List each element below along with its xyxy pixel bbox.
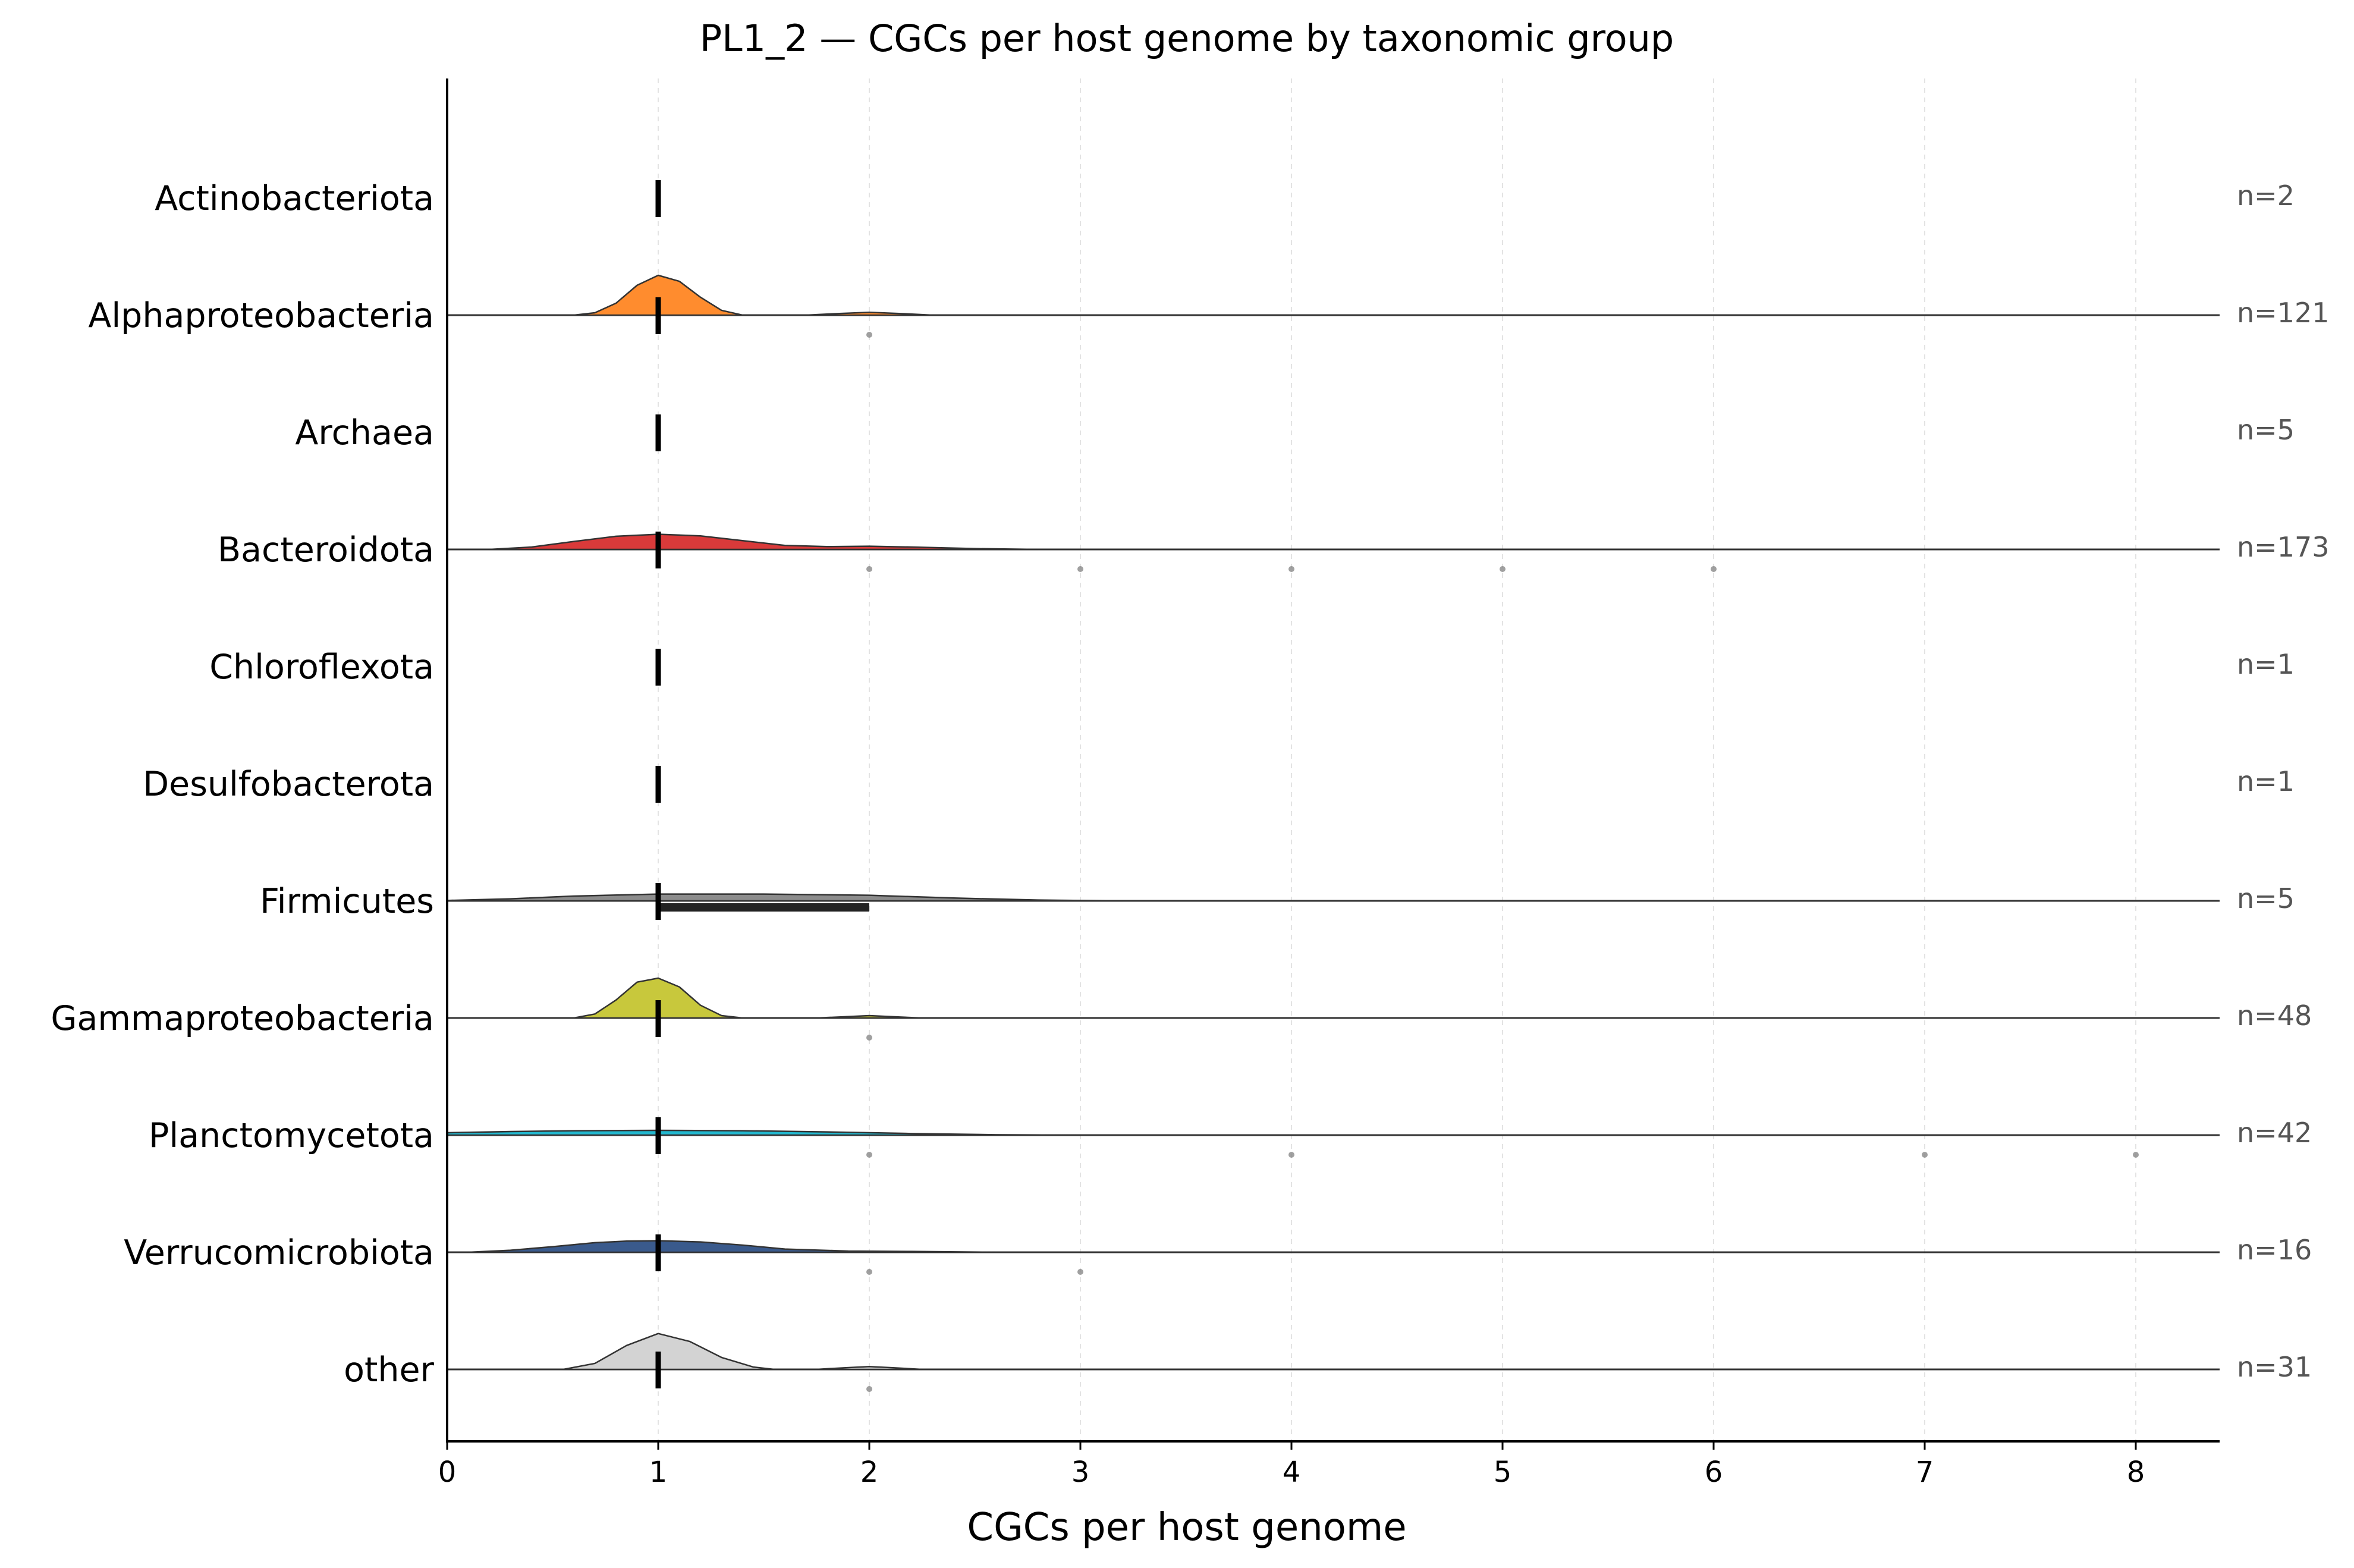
n-count-label: n=1 [2237, 765, 2295, 797]
ridge-group: Chloroflexota n=1 [209, 648, 2295, 687]
category-label: Gammaproteobacteria [51, 999, 434, 1038]
x-tick-label: 3 [1071, 1456, 1090, 1489]
category-label: Bacteroidota [218, 530, 434, 570]
iqr-bar [658, 903, 869, 912]
x-tick-label: 5 [1494, 1456, 1512, 1489]
category-label: Actinobacteriota [155, 179, 434, 218]
outlier-point [1077, 1269, 1083, 1275]
outlier-point [866, 332, 872, 338]
ridge-density [467, 1240, 997, 1253]
category-label: Alphaproteobacteria [88, 296, 434, 335]
outlier-point [1500, 566, 1506, 572]
outlier-point [1711, 566, 1717, 572]
outlier-point [866, 1035, 872, 1041]
n-count-label: n=1 [2237, 648, 2295, 680]
ridge-group: Archaea n=5 [295, 413, 2295, 453]
outlier-point [1288, 566, 1294, 572]
ridge-group: Actinobacteriota n=2 [155, 179, 2295, 218]
n-count-label: n=42 [2237, 1117, 2312, 1149]
n-count-label: n=2 [2237, 180, 2295, 212]
n-count-label: n=31 [2237, 1351, 2312, 1383]
ridge-density [446, 893, 1124, 902]
n-count-label: n=121 [2237, 297, 2330, 329]
x-axis-label: CGCs per host genome [967, 1506, 1406, 1550]
outlier-point [866, 1386, 872, 1392]
ridge-group: Alphaproteobacteria n=121 [88, 274, 2330, 338]
outlier-point [866, 566, 872, 572]
axes [446, 78, 2220, 1443]
n-count-label: n=173 [2237, 531, 2330, 563]
ridge-group: Gammaproteobacteria n=48 [51, 977, 2312, 1041]
category-label: Chloroflexota [209, 648, 434, 687]
x-tick-label: 8 [2127, 1456, 2145, 1489]
category-label: Verrucomicrobiota [124, 1233, 434, 1272]
grid-lines [658, 78, 2136, 1441]
chart-title: PL1_2 — CGCs per host genome by taxonomi… [700, 17, 1674, 60]
ridges: Actinobacteriota n=2 Alphaproteobacteria n=… [51, 179, 2330, 1392]
x-tick-label: 2 [860, 1456, 879, 1489]
category-label: Firmicutes [260, 882, 434, 921]
x-tick-label: 4 [1283, 1456, 1301, 1489]
x-tick-label: 1 [649, 1456, 668, 1489]
ridge-group: other n=31 [344, 1333, 2312, 1392]
ridge-density [562, 1333, 923, 1371]
n-count-label: n=16 [2237, 1234, 2312, 1266]
category-label: other [344, 1350, 434, 1390]
ridge-group: Bacteroidota n=173 [218, 530, 2330, 572]
category-label: Desulfobacterota [143, 765, 434, 804]
outlier-point [1922, 1152, 1928, 1158]
ridge-density [446, 1129, 1082, 1136]
category-label: Planctomycetota [149, 1116, 434, 1155]
ridge-group: Desulfobacterota n=1 [143, 765, 2295, 804]
category-label: Archaea [295, 413, 434, 453]
n-count-label: n=48 [2237, 1000, 2312, 1032]
n-count-label: n=5 [2237, 414, 2295, 446]
outlier-point [1077, 566, 1083, 572]
ridge-group: Verrucomicrobiota n=16 [124, 1233, 2312, 1275]
n-count-label: n=5 [2237, 882, 2295, 915]
ridge-group: Firmicutes n=5 [260, 882, 2295, 921]
outlier-point [866, 1269, 872, 1275]
outlier-point [1288, 1152, 1294, 1158]
outlier-point [2133, 1152, 2139, 1158]
x-tick-label: 7 [1916, 1456, 1934, 1489]
ridge-density [573, 274, 934, 316]
x-ticks: 0 1 2 3 4 5 6 7 8 [438, 1441, 2145, 1489]
x-tick-label: 6 [1705, 1456, 1723, 1489]
outlier-point [866, 1152, 872, 1158]
ridge-density [488, 533, 1039, 551]
ridge-group: Planctomycetota n=42 [149, 1116, 2312, 1158]
x-tick-label: 0 [438, 1456, 457, 1489]
